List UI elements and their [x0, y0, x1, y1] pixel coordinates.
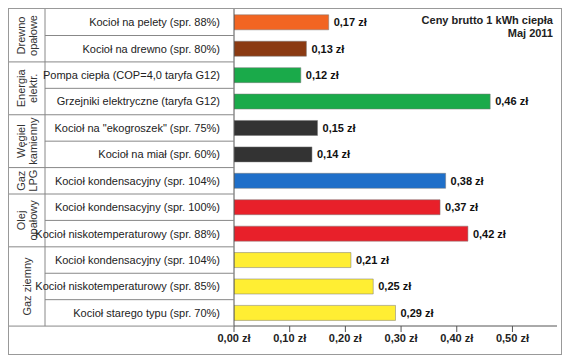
svg-text:0,50 zł: 0,50 zł [496, 332, 529, 344]
svg-text:Kocioł na pelety (spr. 88%): Kocioł na pelety (spr. 88%) [89, 16, 220, 28]
svg-text:Grzejniki elektryczne (taryfa: Grzejniki elektryczne (taryfa G12) [57, 95, 220, 107]
svg-text:Energiaelektr.: Energiaelektr. [15, 68, 39, 107]
svg-text:0,29 zł: 0,29 zł [401, 307, 434, 319]
svg-text:Kocioł na miał (spr. 60%): Kocioł na miał (spr. 60%) [98, 148, 220, 160]
svg-text:Kocioł niskotemperaturowy (spr: Kocioł niskotemperaturowy (spr. 85%) [35, 280, 220, 292]
svg-text:0,40 zł: 0,40 zł [440, 332, 473, 344]
html-text:Olej: Olej [15, 210, 27, 231]
svg-text:0,15 zł: 0,15 zł [323, 122, 356, 134]
svg-text:Kocioł kondensacyjny (spr. 104: Kocioł kondensacyjny (spr. 104%) [55, 254, 220, 266]
svg-text:0,46 zł: 0,46 zł [495, 95, 528, 107]
svg-text:Kocioł kondensacyjny (spr. 104: Kocioł kondensacyjny (spr. 104%) [55, 175, 220, 187]
svg-text:GazLPG: GazLPG [15, 170, 39, 192]
svg-text:Kocioł starego typu (spr. 70%): Kocioł starego typu (spr. 70%) [73, 307, 220, 319]
html-text:Ceny brutto 1 kWh ciepła: Ceny brutto 1 kWh ciepła [421, 14, 553, 26]
svg-text:Kocioł na drewno (spr. 80%): Kocioł na drewno (spr. 80%) [82, 43, 220, 55]
svg-text:0,13 zł: 0,13 zł [311, 43, 344, 55]
svg-text:0,14 zł: 0,14 zł [317, 148, 350, 160]
svg-text:Pompa ciepła (COP=4,0 taryfa G: Pompa ciepła (COP=4,0 taryfa G12) [43, 69, 220, 81]
svg-text:0,00 zł: 0,00 zł [217, 332, 250, 344]
svg-text:0,38 zł: 0,38 zł [451, 175, 484, 187]
svg-text:0,25 zł: 0,25 zł [378, 280, 411, 292]
svg-text:0,12 zł: 0,12 zł [306, 69, 339, 81]
svg-text:Drewnoopałowe: Drewnoopałowe [15, 15, 39, 56]
svg-text:0,21 zł: 0,21 zł [356, 254, 389, 266]
svg-text:0,10 zł: 0,10 zł [273, 332, 306, 344]
svg-text:0,17 zł: 0,17 zł [334, 16, 367, 28]
svg-text:0,20 zł: 0,20 zł [329, 332, 362, 344]
svg-text:0,37 zł: 0,37 zł [445, 201, 478, 213]
svg-text:0,30 zł: 0,30 zł [385, 332, 418, 344]
html-text:opałowy: opałowy [27, 200, 39, 241]
svg-text:0,42 zł: 0,42 zł [473, 228, 506, 240]
svg-text:Gaz ziemny: Gaz ziemny [21, 257, 33, 316]
svg-text:Kocioł na "ekogroszek" (spr. 7: Kocioł na "ekogroszek" (spr. 75%) [54, 122, 220, 134]
html-text:Maj 2011: Maj 2011 [507, 27, 553, 39]
svg-text:Kocioł niskotemperaturowy (spr: Kocioł niskotemperaturowy (spr. 88%) [35, 228, 220, 240]
svg-text:Kocioł kondensacyjny (spr. 100: Kocioł kondensacyjny (spr. 100%) [55, 201, 220, 213]
svg-text:Węgielkamienny: Węgielkamienny [15, 117, 39, 165]
